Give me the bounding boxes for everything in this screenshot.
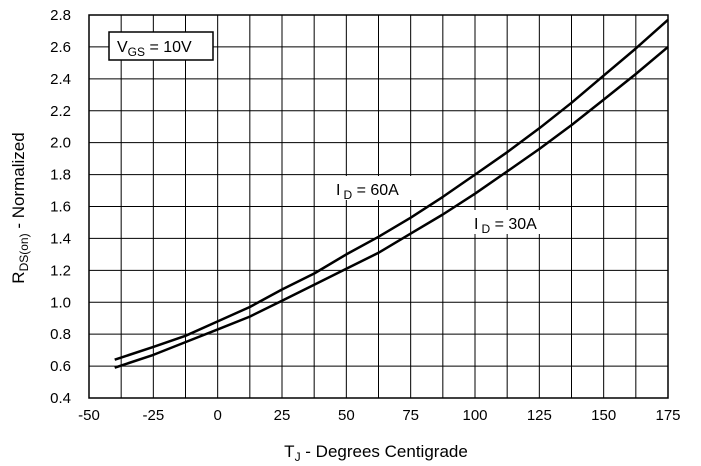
y-tick-label: 1.2 — [50, 262, 71, 279]
x-tick-label: 75 — [402, 407, 419, 424]
x-tick-label: 150 — [591, 407, 616, 424]
vgs-main: V — [117, 39, 128, 56]
x-tick-label: -25 — [142, 407, 164, 424]
y-axis-title: RDS(on) - Normalized — [9, 132, 31, 283]
x-tick-label: 100 — [462, 407, 487, 424]
series-label-60a-bg — [328, 176, 420, 200]
y-tick-label: 2.6 — [50, 39, 71, 56]
series-line-0 — [114, 18, 669, 361]
y-tick-label: 0.6 — [50, 358, 71, 375]
x-title-main: T — [284, 442, 294, 461]
x-tick-label: -50 — [78, 407, 100, 424]
y-tick-label: 1.0 — [50, 294, 71, 311]
y-tick-labels: 0.4 0.6 0.8 1.0 1.2 1.4 1.6 1.8 2.0 2.2 2.4 2.6 2.8 — [50, 7, 71, 407]
series-group — [114, 18, 669, 369]
y-title-sub: DS(on) — [17, 233, 31, 271]
y-tick-label: 1.8 — [50, 167, 71, 184]
vgs-legend-box: VGS = 10V — [108, 31, 214, 61]
x-tick-label: 175 — [655, 407, 680, 424]
id-sub: D — [481, 222, 490, 236]
vgs-legend-frame — [108, 31, 214, 61]
vgs-sub: GS — [128, 45, 145, 59]
x-title-sub: J — [295, 450, 301, 464]
x-tick-labels: -50 -25 0 25 50 75 100 125 150 175 — [78, 407, 680, 424]
y-title-main: R — [9, 271, 28, 283]
x-tick-label: 50 — [338, 407, 355, 424]
y-tick-label: 1.4 — [50, 230, 71, 247]
id-rest: = 30A — [490, 216, 537, 233]
y-tick-label: 2.2 — [50, 103, 71, 120]
y-tick-label: 2.0 — [50, 135, 71, 152]
x-tick-label: 125 — [527, 407, 552, 424]
x-tick-label: 25 — [274, 407, 291, 424]
id-main: I — [336, 182, 340, 199]
y-tick-label: 0.8 — [50, 326, 71, 343]
vgs-rest: = 10V — [145, 39, 192, 56]
x-tick-label: 0 — [213, 407, 221, 424]
series-line-1 — [114, 45, 669, 369]
y-tick-label: 2.4 — [50, 71, 71, 88]
x-title-rest: - Degrees Centigrade — [301, 442, 468, 461]
y-tick-label: 2.8 — [50, 7, 71, 24]
y-tick-label: 0.4 — [50, 390, 71, 407]
vgs-legend-text: VGS = 10V — [117, 39, 192, 59]
id-sub: D — [343, 188, 352, 202]
grid — [88, 14, 669, 399]
plot-frame — [88, 14, 669, 399]
y-tick-label: 1.6 — [50, 199, 71, 216]
y-title-rest: - Normalized — [9, 132, 28, 233]
x-axis-title: TJ - Degrees Centigrade — [284, 442, 468, 464]
id-main: I — [474, 216, 478, 233]
id-rest: = 60A — [352, 182, 399, 199]
series-label-30a-bg — [466, 210, 558, 234]
